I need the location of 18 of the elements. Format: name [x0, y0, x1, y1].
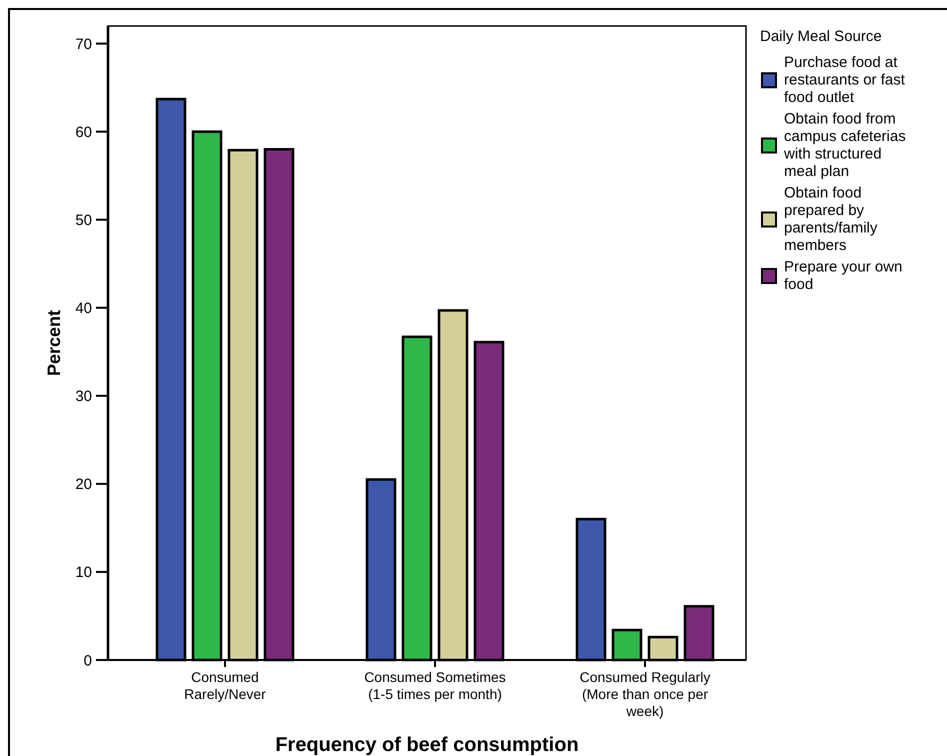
legend-label: Purchase food at restaurants or fast food outlet	[784, 54, 906, 106]
y-tick-label: 50	[75, 212, 92, 229]
legend-label: Prepare your own food	[784, 258, 902, 293]
y-tick-label: 0	[84, 652, 92, 670]
x-axis-title: Frequency of beef consumption	[275, 734, 579, 756]
y-tick-label: 40	[75, 300, 92, 318]
y-tick-label: 30	[75, 388, 92, 406]
legend-label: Obtain food prepared by parents/family members	[784, 184, 878, 254]
y-tick-label: 20	[75, 476, 92, 494]
legend-title: Daily Meal Source	[760, 28, 882, 45]
y-tick-label: 10	[75, 564, 92, 582]
y-axis-title: Percent	[44, 310, 64, 376]
x-tick-label: Consumed Rarely/Never	[184, 669, 266, 702]
x-tick-label: Consumed Sometimes (1-5 times per month)	[364, 669, 506, 702]
y-tick-label: 70	[75, 36, 92, 53]
legend-label: Obtain food from campus cafeterias with structured meal plan	[783, 110, 906, 180]
y-tick-label: 60	[75, 124, 92, 141]
x-tick-label: Consumed Regularly (More than once per week)	[580, 669, 710, 719]
